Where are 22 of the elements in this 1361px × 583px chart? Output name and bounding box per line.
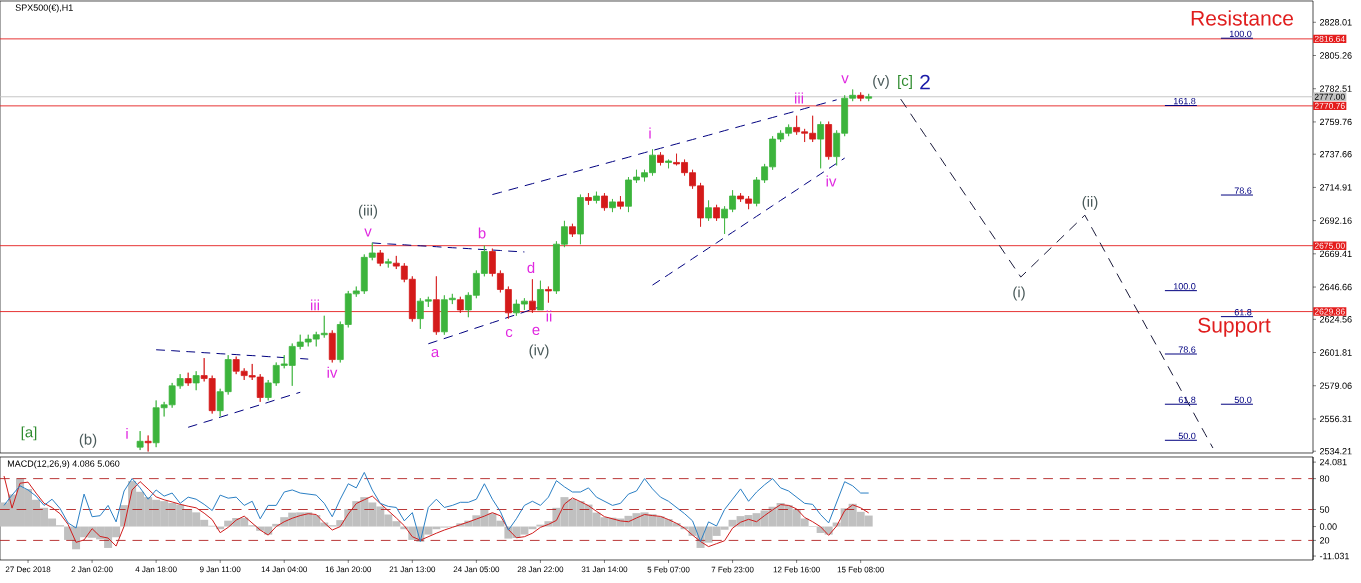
x-tick-label: 15 Feb 08:00 bbox=[837, 566, 884, 573]
y-tick-label: 24.081 bbox=[1319, 458, 1347, 466]
y-tick-label: -11.031 bbox=[1319, 552, 1349, 560]
y2-tick-label: 50 bbox=[1319, 506, 1330, 513]
x-tick-label: 9 Jan 11:00 bbox=[199, 566, 241, 573]
x-tick-label: 7 Feb 23:00 bbox=[711, 566, 754, 573]
x-tick-label: 12 Feb 16:00 bbox=[773, 566, 820, 573]
x-tick-label: 14 Jan 04:00 bbox=[261, 566, 308, 573]
y2-tick-label: 20 bbox=[1319, 537, 1330, 544]
x-tick-label: 28 Jan 22:00 bbox=[517, 566, 564, 573]
x-tick-label: 4 Jan 18:00 bbox=[135, 566, 177, 573]
x-tick-label: 16 Jan 20:00 bbox=[325, 566, 372, 573]
chart-title: MACD(12,26,9) 4.086 5.060 bbox=[7, 460, 120, 469]
x-tick-label: 2 Jan 02:00 bbox=[71, 566, 113, 573]
x-tick-label: 5 Feb 07:00 bbox=[647, 566, 690, 573]
x-tick-label: 21 Jan 13:00 bbox=[389, 566, 436, 573]
y-tick-label: 0.00 bbox=[1319, 523, 1337, 530]
x-tick-label: 27 Dec 2018 bbox=[5, 566, 51, 573]
y-tick-label: 2534.21 bbox=[1319, 448, 1352, 455]
x-tick-label: 31 Jan 14:00 bbox=[581, 566, 628, 573]
x-tick-label: 24 Jan 05:00 bbox=[453, 566, 500, 573]
y2-tick-label: 80 bbox=[1319, 475, 1330, 482]
